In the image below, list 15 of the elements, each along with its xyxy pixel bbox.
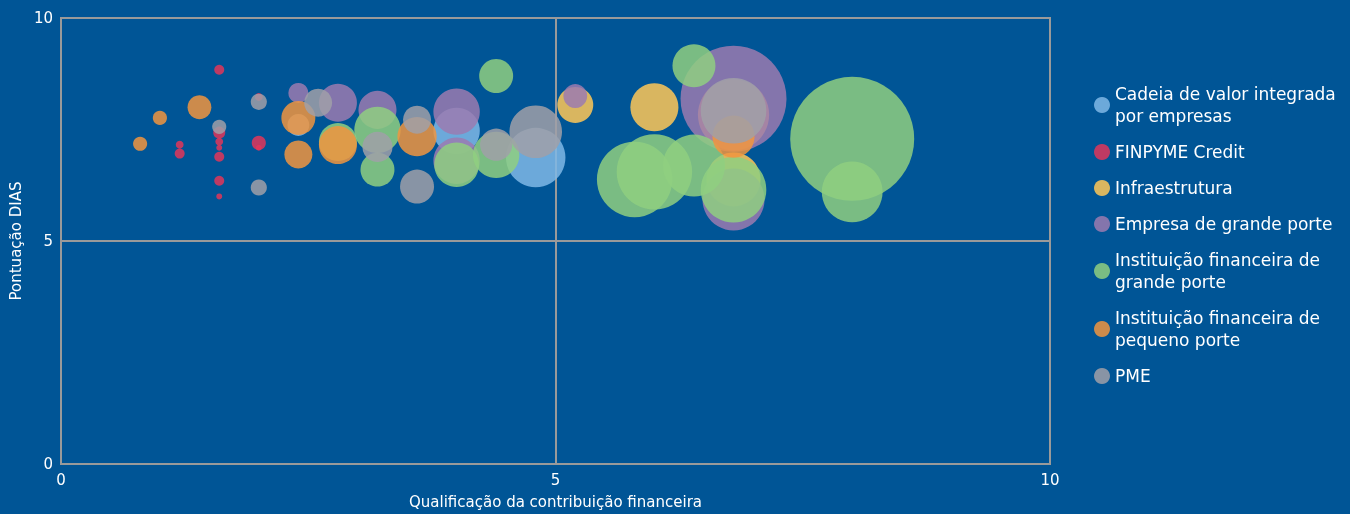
legend-label: Infraestrutura [1115,178,1233,198]
x-tick-label: 5 [550,470,561,489]
y-tick-label: 5 [43,232,53,250]
x-tick-label: 10 [1040,470,1060,489]
legend-label: Empresa de grande porte [1115,214,1333,234]
y-tick-label: 10 [33,9,53,27]
legend-label: FINPYME Credit [1115,142,1246,162]
legend-label: Instituição financeira de grande porte [1115,250,1326,292]
y-tick-label: 0 [43,455,53,473]
legend-label: Cadeia de valor integrada por empresas [1115,84,1342,126]
legend-label: Instituição financeira de pequeno porte [1115,308,1326,350]
y-axis-title: Pontuação DIAS [6,181,25,301]
legend-label: PME [1115,366,1151,386]
x-axis-title: Qualificação da contribuição financeira [409,492,702,511]
x-tick-label: 0 [56,470,66,489]
